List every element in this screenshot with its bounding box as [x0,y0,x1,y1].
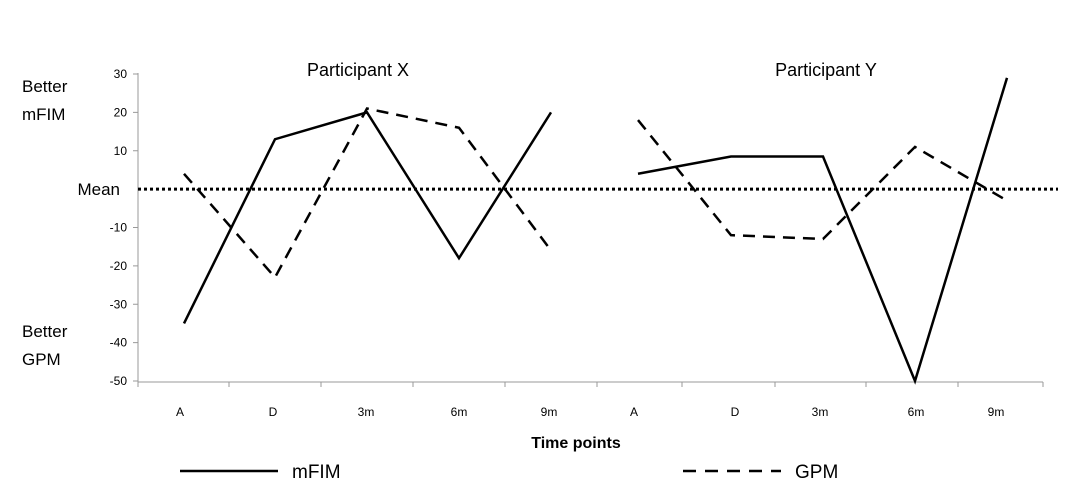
mean-label: Mean [77,180,120,199]
y-tick-label: 10 [114,144,128,158]
better-mfim-label-line1: Better [22,77,68,96]
x-tick-label: 9m [541,405,558,419]
series-mfim-panel-1 [182,110,553,324]
series-gpm-panel-2 [637,119,1008,241]
x-tick-label: A [630,405,638,419]
panel-title-participant-y: Participant Y [775,60,877,80]
better-gpm-label-line2: GPM [22,350,61,369]
x-tick-label: 3m [358,405,375,419]
x-tick-label: D [731,405,740,419]
y-tick-label: -50 [110,374,128,388]
y-tick-label: -40 [110,336,128,350]
y-tick-label: -10 [110,221,128,235]
legend-mfim-label: mFIM [292,462,341,483]
y-tick-label: -20 [110,259,128,273]
y-tick-group: 30 20 10 -10 -20 -30 -40 -50 [110,67,138,388]
series-gpm-panel-1 [183,107,553,280]
x-tick-group: A D 3m 6m 9m A D 3m 6m 9m [137,382,1044,419]
panel-title-participant-x: Participant X [307,60,409,80]
series-mfim-panel-2 [637,77,1009,385]
x-tick-label: 6m [451,405,468,419]
x-tick-label: A [176,405,184,419]
x-axis-label: Time points [531,435,621,452]
better-gpm-label-line1: Better [22,322,68,341]
x-tick-label: 3m [812,405,829,419]
x-tick-label: 6m [908,405,925,419]
better-mfim-label-line2: mFIM [22,105,65,124]
legend-gpm-label: GPM [795,462,838,483]
y-tick-label: 20 [114,105,128,119]
series-group [182,77,1009,385]
y-tick-label: 30 [114,67,128,81]
x-tick-label: 9m [988,405,1005,419]
x-tick-label: D [269,405,278,419]
y-tick-label: -30 [110,297,128,311]
